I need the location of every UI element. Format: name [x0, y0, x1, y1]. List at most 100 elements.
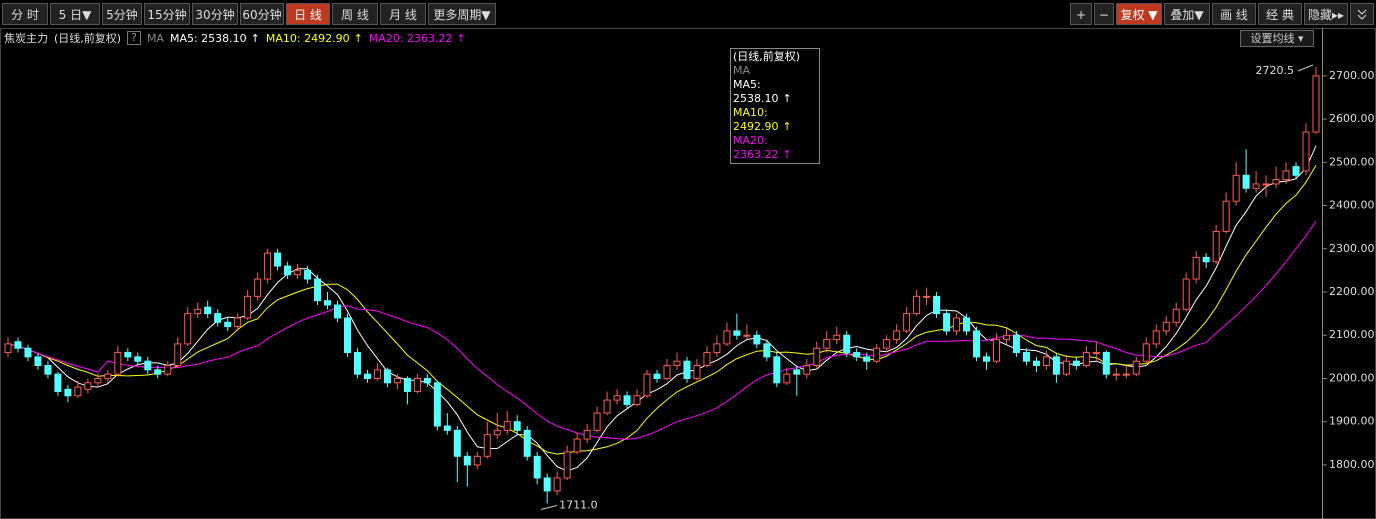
- y-tick-label: 2000.00: [1329, 371, 1375, 384]
- y-tick-label: 2200.00: [1329, 285, 1375, 298]
- tooltip-indicator: MA: [733, 64, 751, 77]
- candle-body: [14, 341, 22, 349]
- candle-body: [1242, 174, 1250, 189]
- candle-body: [563, 451, 571, 479]
- tooltip-row: MA10: 2492.90 ↑: [733, 106, 817, 134]
- candle-body: [423, 377, 431, 384]
- collapse-button[interactable]: [1350, 3, 1374, 25]
- tooltip-trend: ↑: [782, 120, 792, 133]
- candle-body: [1232, 174, 1240, 202]
- period-button[interactable]: 月 线: [380, 3, 426, 25]
- candle-body: [1132, 360, 1140, 375]
- tooltip-row: MA20: 2363.22 ↑: [733, 134, 817, 162]
- candle-body: [503, 421, 511, 431]
- period-button[interactable]: 分 时: [2, 3, 48, 25]
- candle-body: [164, 365, 172, 375]
- candle-body: [1152, 330, 1160, 345]
- candle-body: [773, 356, 781, 384]
- candle-body: [84, 382, 92, 390]
- y-tick-label: 1900.00: [1329, 415, 1375, 428]
- candle-body: [873, 347, 881, 362]
- y-tick-label: 2600.00: [1329, 112, 1375, 125]
- candle-body: [1102, 352, 1110, 375]
- period-button[interactable]: 5 日▼: [50, 3, 100, 25]
- y-tick-label: 2700.00: [1329, 69, 1375, 82]
- candle-body: [593, 412, 601, 431]
- candle-body: [463, 455, 471, 466]
- candle-body: [294, 269, 302, 276]
- tool-button[interactable]: 经 典: [1258, 3, 1302, 25]
- period-button[interactable]: 30分钟: [192, 3, 238, 25]
- candle-body: [903, 313, 911, 332]
- candle-body: [24, 347, 32, 358]
- tooltip: (日线,前复权) MA MA5: 2538.10 ↑ MA10: 2492.90 ↑ M…: [730, 48, 820, 164]
- legend-trend: ↑: [353, 31, 363, 45]
- candle-body: [833, 334, 841, 341]
- tool-button[interactable]: −: [1094, 3, 1114, 25]
- period-button[interactable]: 周 线: [332, 3, 378, 25]
- period-button[interactable]: 15分钟: [144, 3, 190, 25]
- help[interactable]: ?: [127, 31, 141, 45]
- candle-body: [1172, 308, 1180, 323]
- candle-body: [723, 330, 731, 345]
- legend-entry: MA5: 2538.10 ↑: [170, 32, 260, 45]
- candle-body: [703, 352, 711, 367]
- candle-body: [493, 429, 501, 436]
- period-button[interactable]: 日 线: [286, 3, 330, 25]
- candle-body: [653, 373, 661, 379]
- candle-body: [743, 334, 751, 337]
- candle-body: [813, 347, 821, 367]
- tooltip-trend: ↑: [782, 148, 792, 161]
- candle-body: [543, 477, 551, 492]
- candle-body: [343, 317, 351, 354]
- candle-body: [1212, 230, 1220, 263]
- tool-button[interactable]: 叠加▼: [1164, 3, 1210, 25]
- tooltip-label: MA10: 2492.90: [733, 106, 779, 133]
- tool-button[interactable]: +: [1070, 3, 1092, 25]
- candle-body: [194, 308, 202, 315]
- period-button[interactable]: 60分钟: [240, 3, 284, 25]
- candle-body: [1122, 373, 1130, 376]
- candle-body: [254, 278, 262, 297]
- candle-body: [304, 269, 312, 280]
- candle-body: [453, 429, 461, 457]
- settings-button[interactable]: 设置均线 ▾: [1240, 30, 1314, 47]
- instrument: 焦炭主力: [4, 32, 48, 45]
- candle-body: [1142, 343, 1150, 362]
- candle-body: [353, 352, 361, 375]
- candle-body: [244, 295, 252, 319]
- candle-body: [333, 304, 341, 319]
- period-button[interactable]: 更多周期▼: [428, 3, 496, 25]
- candle-body: [64, 388, 72, 397]
- candle-body: [603, 399, 611, 414]
- candle-body: [933, 295, 941, 315]
- candle-body: [1272, 179, 1280, 185]
- candle-body: [124, 352, 132, 358]
- candle-body: [1312, 75, 1320, 133]
- candle-body: [583, 429, 591, 440]
- candle-body: [943, 313, 951, 332]
- candle-body: [1292, 166, 1300, 176]
- ma-line: [7, 221, 1317, 440]
- y-tick-label: 2300.00: [1329, 242, 1375, 255]
- candle-body: [953, 317, 961, 332]
- candle-body: [793, 369, 801, 375]
- candle-body: [1202, 256, 1210, 263]
- candle-body: [1062, 360, 1070, 375]
- min-label: 1711.0: [559, 498, 598, 511]
- candle-body: [673, 360, 681, 367]
- candle-body: [1082, 352, 1090, 367]
- candle-body: [204, 306, 212, 315]
- min-arrow: [541, 504, 558, 510]
- candle-body: [1192, 256, 1200, 280]
- candle-body: [403, 377, 411, 392]
- tool-button[interactable]: 复权 ▼: [1116, 3, 1162, 25]
- period-button[interactable]: 5分钟: [102, 3, 142, 25]
- candle-body: [134, 356, 142, 362]
- tool-button[interactable]: 画 线: [1212, 3, 1256, 25]
- candle-body: [443, 425, 451, 431]
- tool-button[interactable]: 隐藏▸▸: [1304, 3, 1348, 25]
- candle-body: [843, 334, 851, 354]
